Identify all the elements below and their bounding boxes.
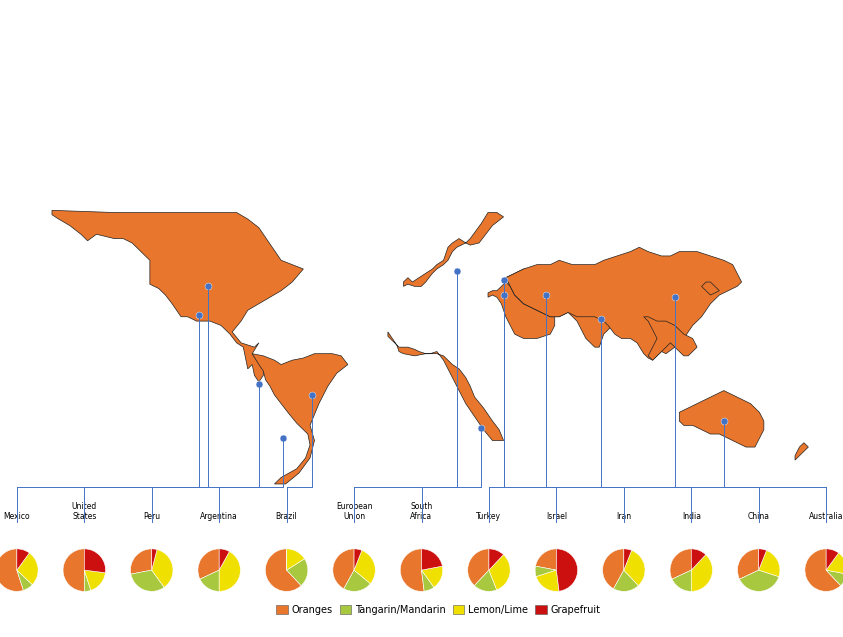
Text: Turkey: Turkey bbox=[476, 512, 502, 521]
Wedge shape bbox=[354, 549, 362, 570]
Wedge shape bbox=[422, 566, 443, 587]
Wedge shape bbox=[556, 549, 577, 591]
Wedge shape bbox=[759, 550, 780, 576]
Wedge shape bbox=[344, 570, 370, 591]
Wedge shape bbox=[738, 549, 759, 579]
Wedge shape bbox=[489, 555, 510, 590]
Wedge shape bbox=[152, 550, 173, 587]
Wedge shape bbox=[266, 549, 301, 591]
Polygon shape bbox=[701, 282, 719, 295]
Wedge shape bbox=[603, 549, 624, 589]
Wedge shape bbox=[614, 570, 638, 591]
Text: Iran: Iran bbox=[616, 512, 631, 521]
Wedge shape bbox=[354, 550, 375, 583]
Wedge shape bbox=[333, 549, 354, 589]
Wedge shape bbox=[759, 549, 766, 570]
Wedge shape bbox=[826, 570, 843, 585]
Wedge shape bbox=[422, 570, 434, 591]
Wedge shape bbox=[131, 570, 164, 591]
Polygon shape bbox=[795, 443, 808, 460]
Text: Brazil: Brazil bbox=[276, 512, 298, 521]
Wedge shape bbox=[0, 549, 24, 591]
Polygon shape bbox=[252, 354, 348, 484]
Polygon shape bbox=[644, 317, 697, 360]
Wedge shape bbox=[739, 570, 779, 591]
Text: European
Union: European Union bbox=[336, 502, 373, 521]
Wedge shape bbox=[219, 549, 229, 570]
Text: India: India bbox=[682, 512, 701, 521]
Wedge shape bbox=[489, 549, 503, 570]
Polygon shape bbox=[52, 210, 303, 382]
Wedge shape bbox=[691, 549, 706, 570]
Legend: Oranges, Tangarin/Mandarin, Lemon/Lime, Grapefruit: Oranges, Tangarin/Mandarin, Lemon/Lime, … bbox=[272, 601, 604, 619]
Text: Israel: Israel bbox=[545, 512, 567, 521]
Polygon shape bbox=[488, 282, 555, 338]
Wedge shape bbox=[63, 549, 84, 591]
Polygon shape bbox=[404, 213, 503, 287]
Text: South
Africa: South Africa bbox=[411, 502, 432, 521]
Wedge shape bbox=[152, 549, 157, 570]
Wedge shape bbox=[536, 570, 559, 591]
Text: China: China bbox=[748, 512, 770, 521]
Wedge shape bbox=[17, 570, 32, 590]
Polygon shape bbox=[679, 390, 764, 447]
Wedge shape bbox=[468, 549, 489, 585]
Wedge shape bbox=[84, 570, 91, 591]
Wedge shape bbox=[400, 549, 424, 591]
Wedge shape bbox=[826, 553, 843, 574]
Text: United
States: United States bbox=[72, 502, 97, 521]
Wedge shape bbox=[17, 549, 30, 570]
Wedge shape bbox=[535, 566, 556, 576]
Wedge shape bbox=[219, 552, 240, 591]
Wedge shape bbox=[624, 549, 631, 570]
Text: Mexico: Mexico bbox=[3, 512, 30, 521]
Wedge shape bbox=[200, 570, 219, 591]
Polygon shape bbox=[388, 332, 503, 441]
Wedge shape bbox=[198, 549, 219, 579]
Text: Australia: Australia bbox=[809, 512, 843, 521]
Wedge shape bbox=[691, 555, 712, 591]
Wedge shape bbox=[287, 559, 308, 585]
Polygon shape bbox=[506, 247, 742, 360]
Wedge shape bbox=[805, 549, 840, 591]
Wedge shape bbox=[670, 549, 691, 579]
Wedge shape bbox=[287, 549, 304, 570]
Polygon shape bbox=[506, 269, 626, 347]
Text: Peru: Peru bbox=[143, 512, 160, 521]
Wedge shape bbox=[475, 570, 497, 591]
Wedge shape bbox=[672, 570, 691, 591]
Wedge shape bbox=[17, 553, 38, 585]
Text: Argentina: Argentina bbox=[201, 512, 238, 521]
Wedge shape bbox=[535, 549, 556, 570]
Wedge shape bbox=[422, 549, 443, 570]
Wedge shape bbox=[84, 570, 105, 590]
Wedge shape bbox=[131, 549, 152, 574]
Wedge shape bbox=[826, 549, 839, 570]
Wedge shape bbox=[84, 549, 105, 573]
Wedge shape bbox=[624, 550, 645, 585]
